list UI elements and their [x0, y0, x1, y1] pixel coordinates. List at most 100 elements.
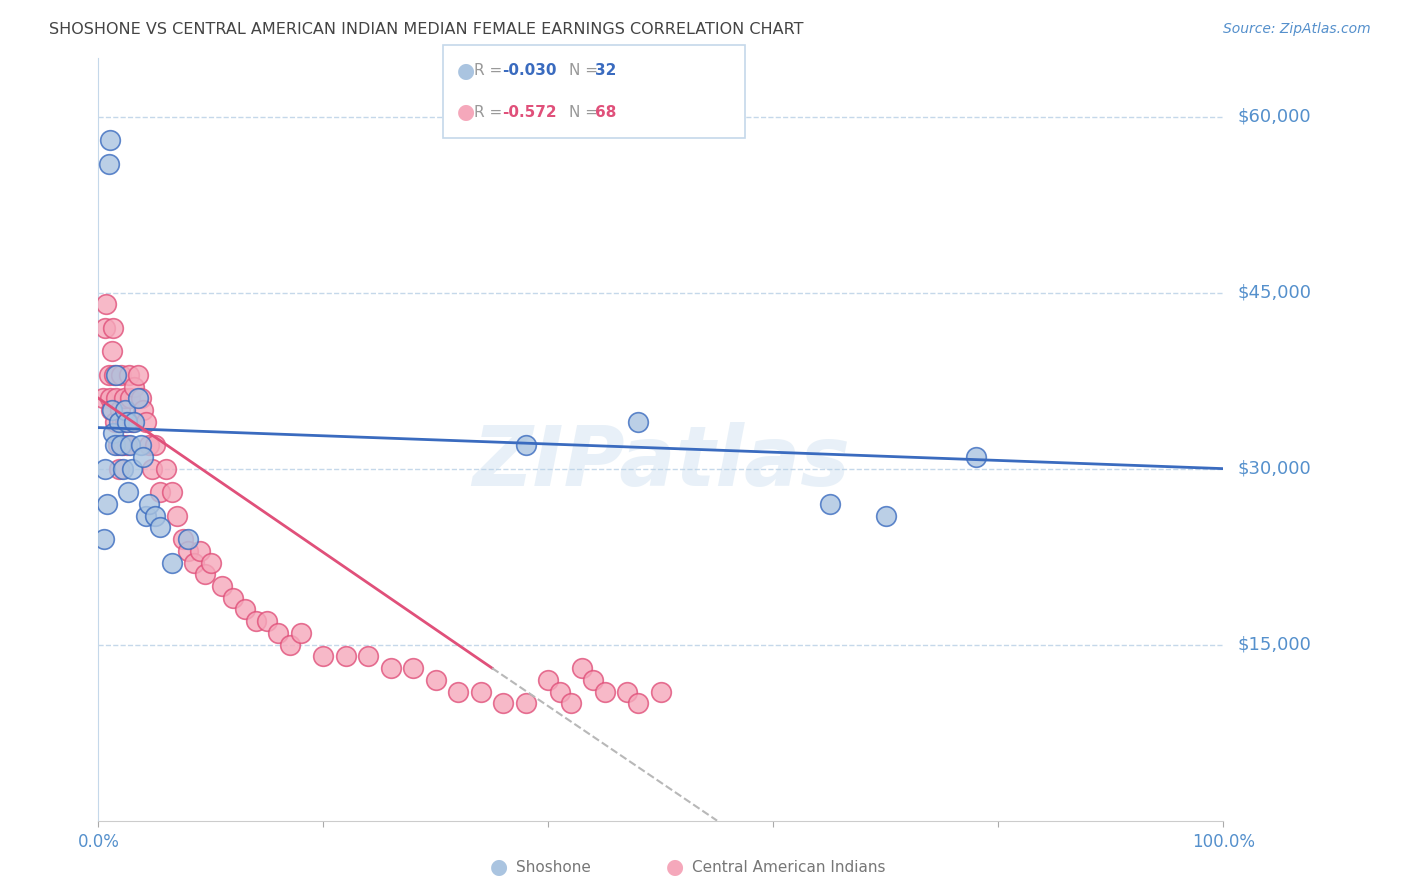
- Text: Shoshone: Shoshone: [516, 860, 591, 874]
- Point: [290, 626, 312, 640]
- Point: [114, 415, 136, 429]
- Text: $15,000: $15,000: [1237, 636, 1310, 654]
- Point: [571, 661, 593, 675]
- Point: [91, 391, 114, 405]
- Point: [107, 461, 129, 475]
- Point: [115, 438, 138, 452]
- Text: $30,000: $30,000: [1237, 459, 1310, 477]
- Point: [138, 497, 160, 511]
- Point: [105, 368, 128, 382]
- Text: R =: R =: [474, 104, 508, 120]
- Point: [129, 391, 152, 405]
- Point: [160, 556, 183, 570]
- Point: [121, 415, 143, 429]
- Point: [114, 403, 136, 417]
- Text: ●: ●: [457, 61, 475, 81]
- Point: [470, 684, 492, 698]
- Point: [94, 461, 117, 475]
- Point: [104, 415, 127, 429]
- Point: [425, 673, 447, 687]
- Text: R =: R =: [474, 63, 508, 78]
- Point: [593, 684, 616, 698]
- Point: [177, 532, 200, 546]
- Point: [183, 556, 205, 570]
- Text: 68: 68: [595, 104, 616, 120]
- Point: [121, 461, 143, 475]
- Point: [97, 368, 120, 382]
- Point: [166, 508, 188, 523]
- Point: [124, 379, 146, 393]
- Point: [97, 156, 120, 170]
- Point: [267, 626, 290, 640]
- Point: [211, 579, 233, 593]
- Point: [132, 450, 155, 464]
- Point: [177, 543, 200, 558]
- Point: [141, 461, 163, 475]
- Point: [118, 391, 141, 405]
- Point: [112, 391, 135, 405]
- Point: [129, 438, 152, 452]
- Point: [200, 556, 222, 570]
- Point: [278, 638, 301, 652]
- Point: [93, 532, 115, 546]
- Point: [616, 684, 638, 698]
- Text: $60,000: $60,000: [1237, 108, 1310, 126]
- Point: [335, 649, 357, 664]
- Point: [222, 591, 245, 605]
- Point: [875, 508, 897, 523]
- Point: [105, 391, 128, 405]
- Point: [107, 415, 129, 429]
- Point: [138, 438, 160, 452]
- Point: [537, 673, 560, 687]
- Point: [107, 438, 129, 452]
- Text: 32: 32: [595, 63, 616, 78]
- Point: [94, 321, 117, 335]
- Point: [233, 602, 256, 616]
- Point: [135, 415, 157, 429]
- Point: [188, 543, 211, 558]
- Point: [101, 344, 124, 359]
- Point: [194, 567, 217, 582]
- Text: N =: N =: [569, 104, 603, 120]
- Point: [103, 368, 125, 382]
- Text: SHOSHONE VS CENTRAL AMERICAN INDIAN MEDIAN FEMALE EARNINGS CORRELATION CHART: SHOSHONE VS CENTRAL AMERICAN INDIAN MEDI…: [49, 22, 804, 37]
- Point: [96, 497, 118, 511]
- Point: [96, 297, 118, 311]
- Point: [117, 485, 139, 500]
- Text: Source: ZipAtlas.com: Source: ZipAtlas.com: [1223, 22, 1371, 37]
- Point: [111, 415, 134, 429]
- Point: [380, 661, 402, 675]
- Point: [515, 438, 537, 452]
- Point: [132, 403, 155, 417]
- Point: [98, 133, 121, 147]
- Point: [135, 508, 157, 523]
- Point: [447, 684, 470, 698]
- Point: [143, 438, 166, 452]
- Text: ZIPatlas: ZIPatlas: [472, 422, 849, 503]
- Point: [100, 403, 122, 417]
- Point: [124, 415, 146, 429]
- Point: [492, 696, 515, 710]
- Point: [245, 614, 267, 628]
- Point: [101, 321, 124, 335]
- Point: [650, 684, 672, 698]
- Text: N =: N =: [569, 63, 603, 78]
- Point: [112, 461, 135, 475]
- Point: [110, 368, 132, 382]
- Point: [118, 368, 141, 382]
- Point: [98, 391, 121, 405]
- Point: [312, 649, 335, 664]
- Point: [101, 403, 124, 417]
- Point: [172, 532, 194, 546]
- Point: [112, 438, 135, 452]
- Point: [108, 403, 131, 417]
- Point: [127, 391, 149, 405]
- Point: [115, 415, 138, 429]
- Point: [127, 368, 149, 382]
- Point: [582, 673, 605, 687]
- Point: [818, 497, 841, 511]
- Text: Central American Indians: Central American Indians: [692, 860, 886, 874]
- Text: -0.030: -0.030: [502, 63, 557, 78]
- Point: [965, 450, 987, 464]
- Text: $45,000: $45,000: [1237, 284, 1312, 301]
